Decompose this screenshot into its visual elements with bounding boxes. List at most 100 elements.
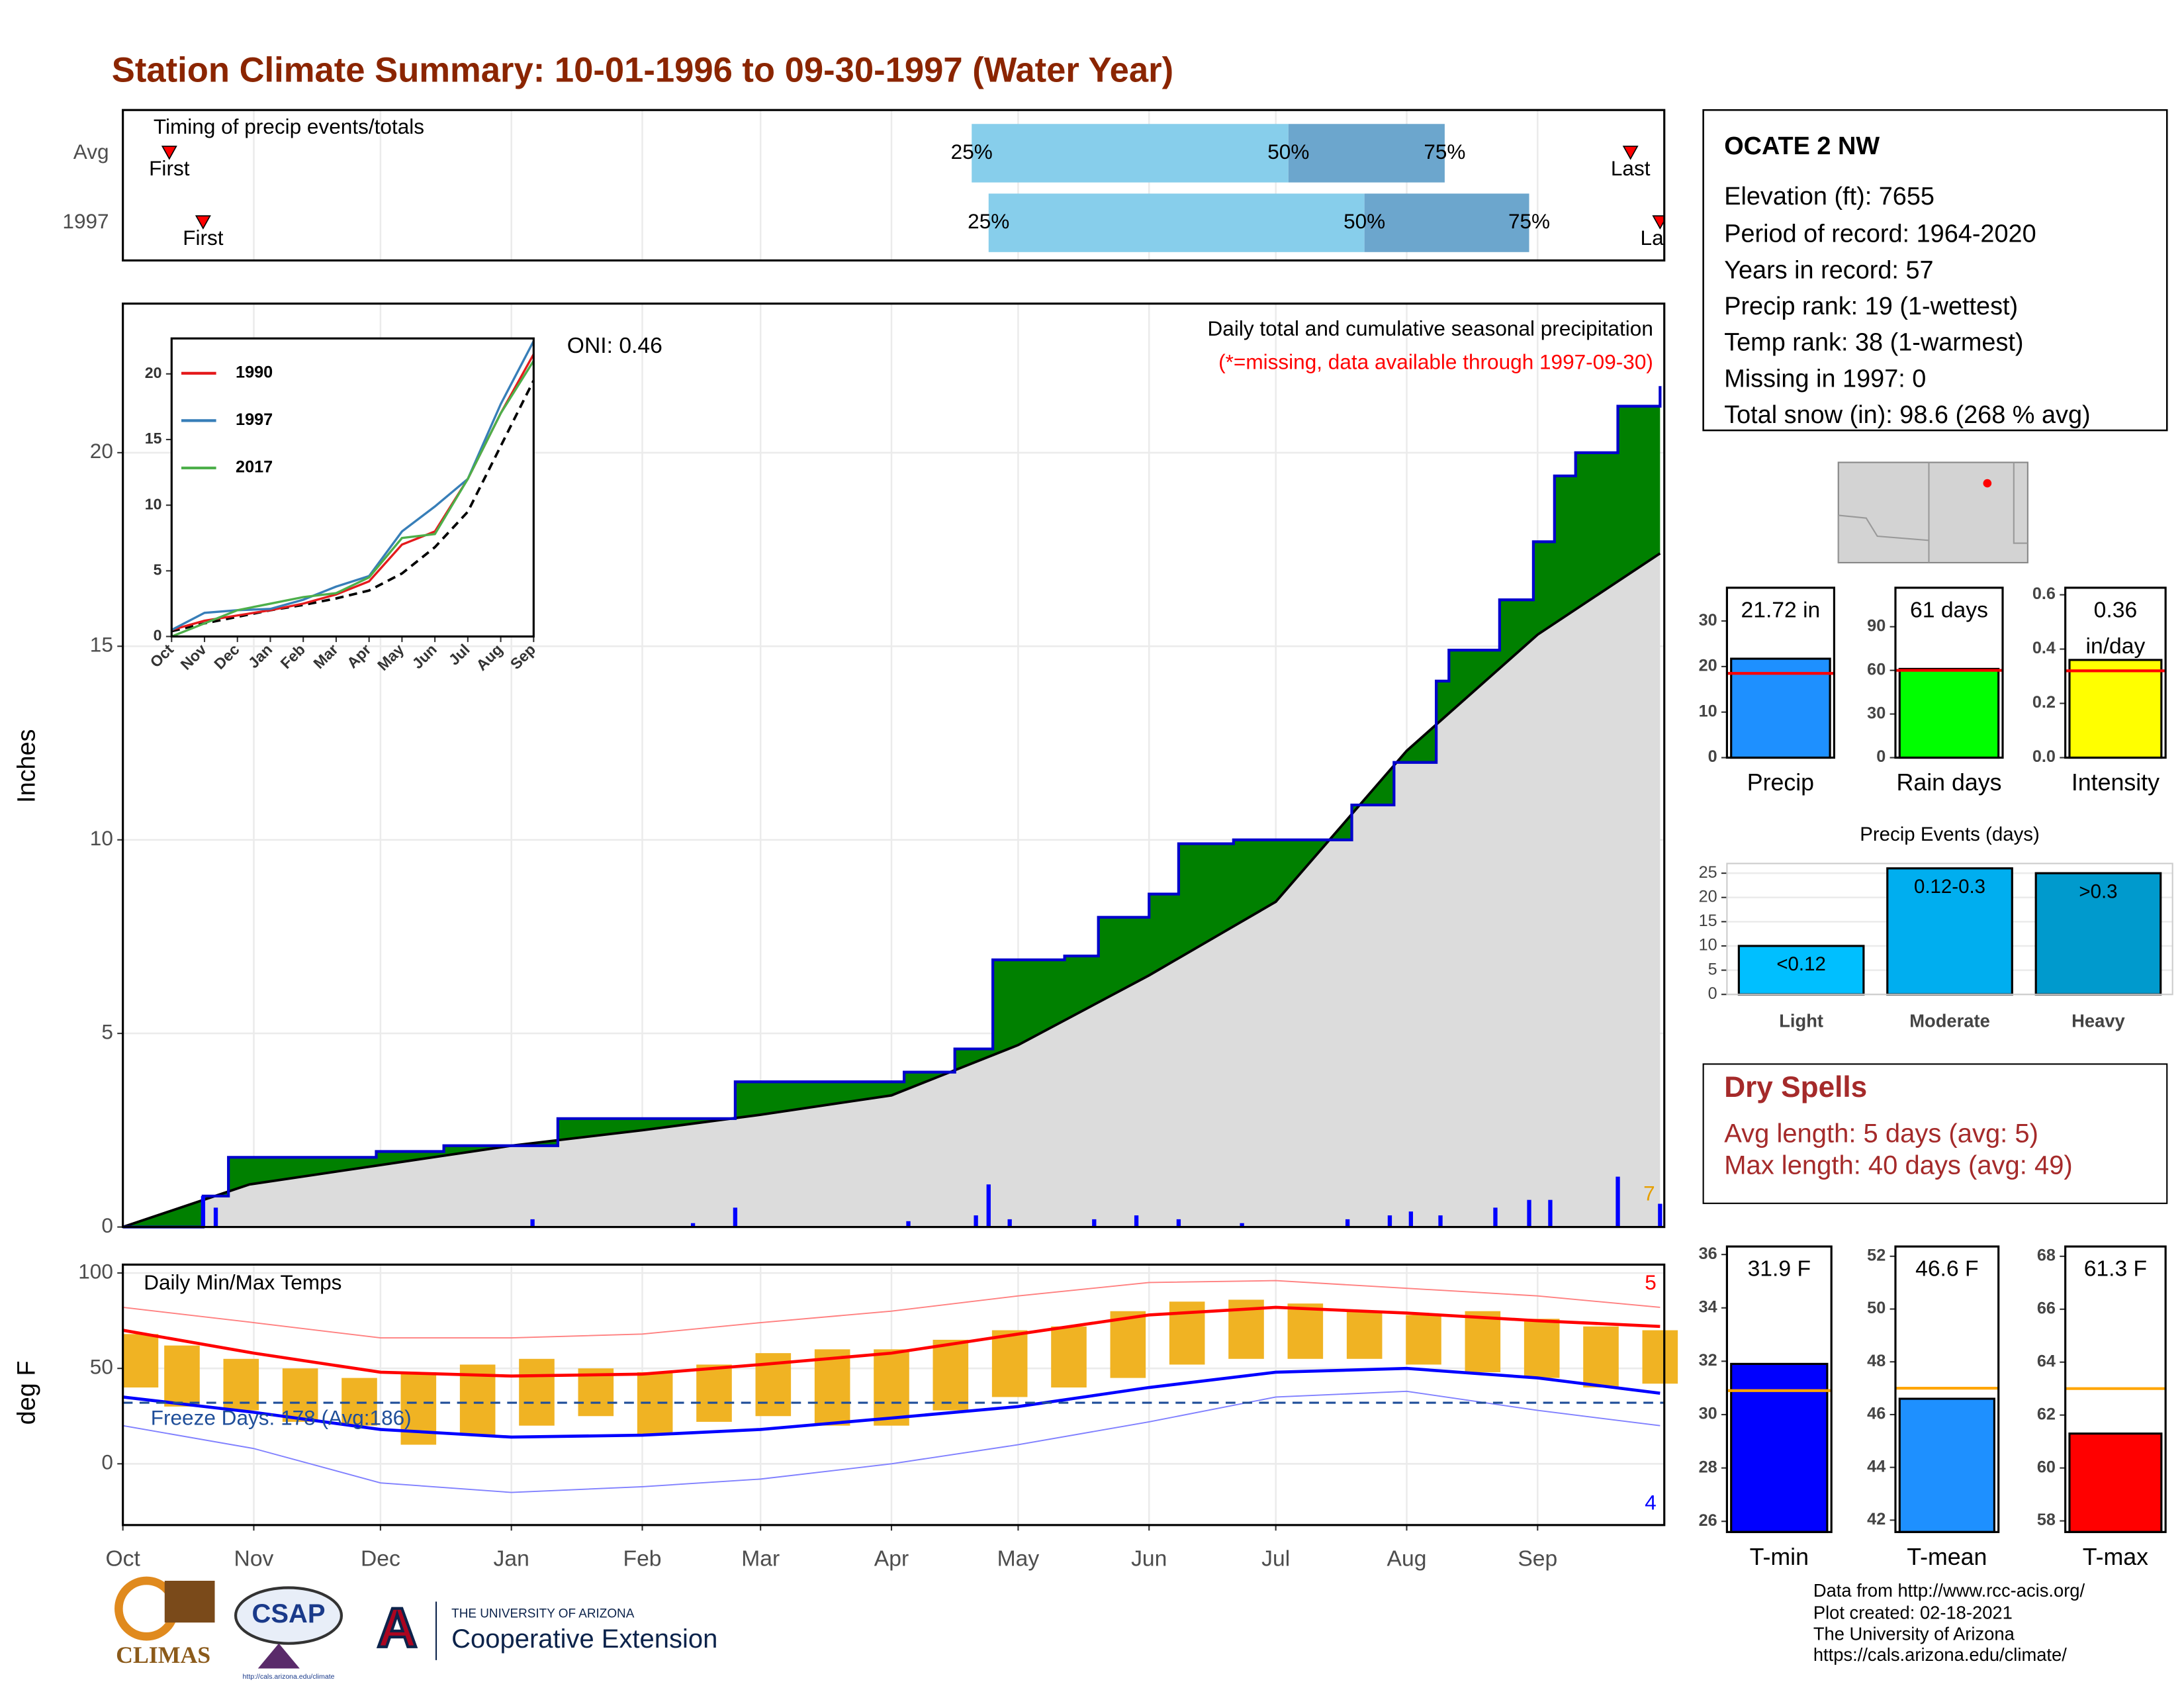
temp-range-bar [696,1364,732,1422]
footer-line: Data from http://www.rcc-acis.org/ [1813,1580,2085,1601]
x-tick-label: Heavy [2071,1011,2125,1031]
y-tick-label: 0 [1708,747,1717,766]
y-tick-label: 0.2 [2032,693,2056,712]
daily-bar [1438,1215,1443,1227]
daily-bar [1493,1207,1498,1227]
average-line [171,379,535,633]
y-tick-label: 5 [101,1019,113,1043]
arizona-logo: A [377,1597,418,1659]
daily-bar [1408,1211,1414,1227]
category-label: Intensity [2071,769,2160,796]
panel-subtitle: (*=missing, data available through 1997-… [1218,350,1653,373]
x-tick-label: Aug [1387,1546,1427,1571]
series-line [171,360,535,638]
y-tick-label: 34 [1699,1297,1717,1316]
panel-title: Timing of precip events/totals [154,115,424,138]
y-tick-label: 30 [1867,704,1886,722]
record-min-line [122,1390,1661,1493]
bar [2068,1432,2163,1533]
category-label: T-max [2083,1544,2148,1570]
temp-range-bar [814,1349,850,1426]
daily-bar [1007,1219,1012,1227]
legend-label: 1997 [236,410,273,429]
x-tick-label: Jun [1131,1546,1167,1571]
daily-bar [1134,1215,1139,1227]
daily-bar [201,1196,206,1227]
quartile-label: 75% [1508,209,1550,233]
map-borders [1837,462,1930,563]
quartile-label: 25% [951,140,993,164]
average-area [122,553,1661,1227]
csap-cloud [234,1586,343,1645]
bar [1898,1397,1995,1533]
x-tick-label: Oct [105,1546,140,1571]
y-tick-label: 36 [1699,1244,1717,1263]
x-tick-label: Jul [1261,1546,1290,1571]
x-tick-label: Apr [874,1546,909,1571]
y-tick-label: 28 [1699,1458,1717,1476]
y-tick-label: 50 [90,1355,113,1379]
climas-emblem [164,1580,215,1623]
daily-bar [1615,1176,1620,1227]
bar [2034,872,2162,996]
daily-bar [906,1221,911,1227]
value-label: 61 days [1910,598,1988,623]
bar [1730,657,1831,759]
info-line: Elevation (ft): 7655 [1724,183,1934,211]
y-tick-label: 0 [1876,747,1886,766]
count-label: 7 [1643,1182,1655,1205]
event-label: First [183,226,224,250]
daily-bar [1387,1215,1392,1227]
legend-label: 2017 [236,458,273,477]
daily-bar [974,1215,978,1227]
x-tick-label: Jan [494,1546,529,1571]
csap-url: http://cals.arizona.edu/climate [243,1673,335,1681]
daily-bar [213,1207,218,1227]
footer-line: https://cals.arizona.edu/climate/ [1813,1644,2067,1665]
daily-bar [530,1219,535,1227]
temp-range-bar [1110,1311,1146,1378]
y-tick-label: 32 [1699,1351,1717,1370]
daily-bar [1548,1199,1553,1227]
y-tick-label: 20 [1699,657,1717,675]
y-tick-label: 68 [2037,1246,2056,1265]
category-label: T-min [1750,1544,1809,1570]
y-tick-label: 60 [2037,1458,2056,1476]
x-tick-label: Dec [361,1546,400,1571]
locator-map [1837,461,2028,564]
y-tick-label: 10 [1699,936,1717,955]
daily-bar [1658,1203,1662,1227]
event-label: Last [1641,226,1680,250]
climas-logo-text: CLIMAS [116,1642,210,1668]
plot-frame [122,1263,1666,1526]
value-label: 21.72 in [1741,598,1821,623]
category-label: Rain days [1896,769,2001,796]
avg-min-line [122,1366,1661,1439]
dry-spells-frame [1702,1063,2168,1204]
plot-frame [170,337,535,638]
y-tick-label: 62 [2037,1405,2056,1423]
value-label: 31.9 F [1748,1257,1811,1282]
freeze-label: Freeze Days: 178 (Avg:186) [151,1406,412,1430]
y-tick-label: 48 [1867,1352,1886,1370]
station-location [1983,479,1992,488]
y-tick-label: 0.0 [2032,747,2056,766]
temp-range-bar [122,1334,159,1388]
category-label: T-mean [1907,1544,1987,1570]
y-tick-label: 5 [1708,960,1717,978]
temp-range-bar [1406,1315,1441,1365]
observed-line [122,386,1662,1229]
map-land [1837,461,2028,564]
daily-bar [986,1184,991,1227]
dry-spells-box: Dry Spells Avg length: 5 days (avg: 5) M… [1702,1063,2168,1204]
quartile-label: 50% [1343,209,1385,233]
temp-range-bar [1287,1303,1324,1359]
bar [1898,667,2000,759]
quartile-label: 75% [1424,140,1465,164]
temp-range-bar [519,1358,555,1426]
footer: Data from http://www.rcc-acis.org/ Plot … [1813,1580,2085,1665]
x-tick-label: May [997,1546,1040,1571]
map-borders [2013,462,2028,544]
y-tick-label: 15 [90,633,113,657]
page-title: Station Climate Summary: 10-01-1996 to 0… [112,50,1173,89]
